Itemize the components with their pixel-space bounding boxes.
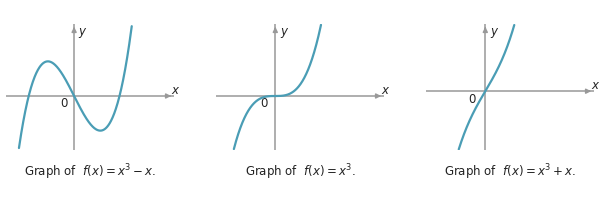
Text: $y$: $y$: [78, 26, 88, 40]
Text: $y$: $y$: [280, 26, 289, 40]
Text: $x$: $x$: [591, 79, 600, 92]
Text: $x$: $x$: [381, 84, 390, 97]
Text: Graph of  $f(x) = x^3$.: Graph of $f(x) = x^3$.: [245, 163, 355, 182]
Text: 0: 0: [61, 97, 68, 110]
Text: $x$: $x$: [171, 84, 181, 97]
Text: 0: 0: [468, 93, 475, 106]
Text: 0: 0: [261, 97, 268, 110]
Text: Graph of  $f(x) = x^3 - x$.: Graph of $f(x) = x^3 - x$.: [24, 163, 156, 182]
Text: $y$: $y$: [490, 26, 499, 40]
Text: Graph of  $f(x) = x^3 + x$.: Graph of $f(x) = x^3 + x$.: [444, 163, 576, 182]
